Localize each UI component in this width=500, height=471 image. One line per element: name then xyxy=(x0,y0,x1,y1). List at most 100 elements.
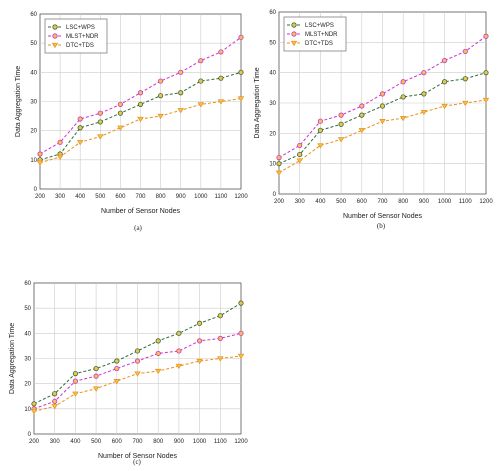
y-tick-label: 40 xyxy=(269,71,276,77)
data-point xyxy=(238,69,244,75)
x-tick-label: 1200 xyxy=(479,199,493,205)
data-point xyxy=(37,151,43,157)
data-point xyxy=(218,49,224,55)
data-point xyxy=(117,101,124,108)
data-point xyxy=(399,116,407,122)
y-tick-label: 50 xyxy=(30,41,37,47)
chart-caption: (b) xyxy=(377,222,386,230)
data-point xyxy=(93,373,99,379)
data-point xyxy=(218,75,224,81)
data-point xyxy=(275,170,283,176)
data-point xyxy=(482,97,490,104)
data-point xyxy=(462,100,469,107)
data-point xyxy=(483,70,489,76)
x-tick-label: 700 xyxy=(132,439,143,445)
data-point xyxy=(114,365,120,372)
data-point xyxy=(338,121,344,127)
x-tick-label: 1100 xyxy=(214,439,228,445)
x-tick-label: 400 xyxy=(70,439,81,445)
chart-3: 0 10 20 30 40 50 60 200 300 400 500 600 700 800 900 100… xyxy=(9,281,248,466)
data-point xyxy=(114,358,120,364)
data-point xyxy=(420,109,428,116)
x-tick-label: 600 xyxy=(112,439,123,445)
data-point xyxy=(72,378,79,384)
chart-1: 0 10 20 30 40 50 60 200 300 400 500 600 700 800 900 100… xyxy=(15,12,248,232)
data-point xyxy=(198,58,204,64)
series-line xyxy=(278,35,487,159)
x-tick-label: 200 xyxy=(35,194,46,200)
y-tick-label: 40 xyxy=(30,70,37,76)
x-tick-label: 500 xyxy=(91,439,102,445)
y-tick-label: 40 xyxy=(24,331,31,337)
x-tick-label: 700 xyxy=(135,194,146,200)
data-point xyxy=(421,91,427,97)
data-point xyxy=(134,348,141,354)
x-tick-label: 1000 xyxy=(194,194,208,200)
legend-label: MLST+NDR xyxy=(66,34,99,40)
data-point xyxy=(197,102,205,108)
legend-marker xyxy=(291,22,297,28)
data-point xyxy=(238,330,244,336)
legend-label: MLST+NDR xyxy=(305,32,338,38)
data-point xyxy=(92,386,100,392)
x-tick-label: 1100 xyxy=(214,194,228,200)
data-point xyxy=(52,398,58,404)
data-point xyxy=(379,91,386,97)
data-point xyxy=(276,155,282,161)
data-point xyxy=(237,96,245,102)
y-tick-label: 0 xyxy=(34,187,38,193)
x-tick-label: 800 xyxy=(398,199,409,205)
x-tick-label: 900 xyxy=(419,199,430,205)
data-point xyxy=(421,70,427,76)
series-line xyxy=(33,302,242,405)
y-axis-label: Data Aggregation Time xyxy=(254,67,261,138)
data-point xyxy=(178,69,184,75)
data-point xyxy=(175,363,183,370)
legend-marker xyxy=(290,40,298,47)
y-tick-label: 20 xyxy=(269,131,276,137)
data-point xyxy=(237,353,245,360)
legend-marker xyxy=(52,24,58,30)
x-tick-label: 600 xyxy=(357,199,368,205)
y-tick-label: 10 xyxy=(30,158,37,164)
x-tick-label: 1200 xyxy=(234,194,248,200)
data-point xyxy=(441,79,448,85)
data-point xyxy=(155,338,161,344)
y-tick-label: 10 xyxy=(24,407,31,413)
data-point xyxy=(155,350,161,357)
data-point xyxy=(483,33,489,39)
x-axis-label: Number of Sensor Nodes xyxy=(101,208,180,215)
legend-label: LSC+WPS xyxy=(66,25,95,31)
legend-label: LSC+WPS xyxy=(305,23,334,29)
data-point xyxy=(441,57,448,64)
data-point xyxy=(176,348,182,354)
data-point xyxy=(137,90,144,96)
y-tick-label: 50 xyxy=(24,306,31,312)
y-tick-label: 30 xyxy=(24,357,31,363)
y-tick-label: 10 xyxy=(269,162,276,168)
data-point xyxy=(157,113,164,120)
data-point xyxy=(134,358,141,364)
y-tick-label: 60 xyxy=(269,10,276,16)
data-point xyxy=(359,112,365,118)
data-point xyxy=(296,158,303,164)
data-point xyxy=(198,78,204,84)
data-point xyxy=(217,99,225,105)
data-point xyxy=(134,371,141,377)
data-point xyxy=(317,127,323,133)
y-tick-label: 60 xyxy=(30,12,37,18)
data-point xyxy=(400,94,406,100)
x-tick-label: 200 xyxy=(274,199,285,205)
data-point xyxy=(137,101,144,108)
series-line xyxy=(39,71,242,161)
x-axis-label: Number of Sensor Nodes xyxy=(343,213,422,220)
data-point xyxy=(400,79,406,85)
data-point xyxy=(97,119,103,125)
x-tick-label: 300 xyxy=(50,439,61,445)
y-axis-label: Data Aggregation Time xyxy=(15,66,22,137)
series-3 xyxy=(36,96,245,166)
chart-2: 0 10 20 30 40 50 60 200 300 400 500 600 700 800 900 100… xyxy=(254,10,493,230)
data-point xyxy=(197,338,203,344)
data-point xyxy=(77,116,83,122)
